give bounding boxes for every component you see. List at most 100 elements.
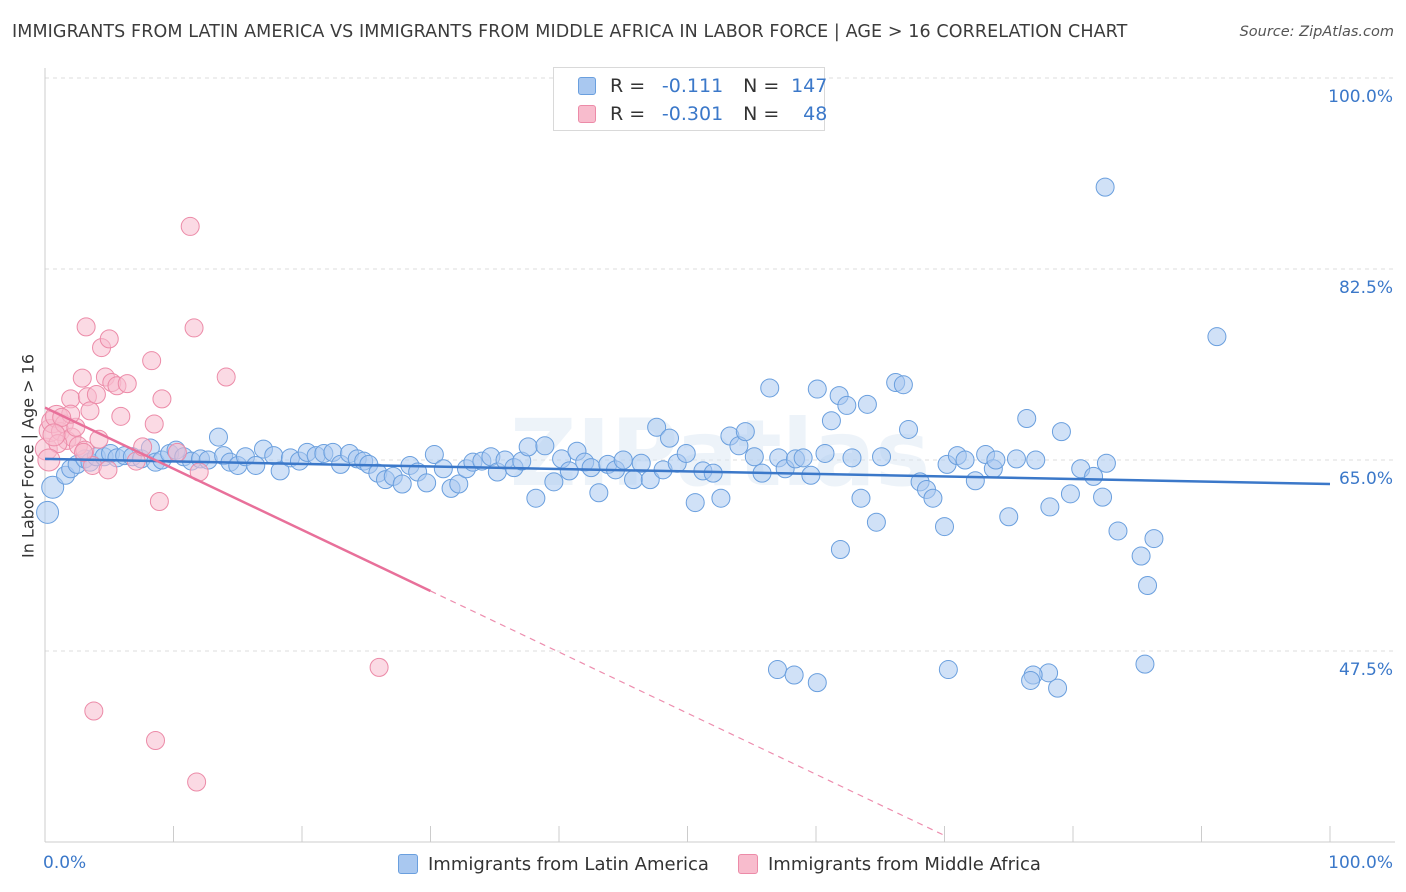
n-value: 147	[791, 75, 828, 97]
r-label: R =	[610, 75, 646, 97]
legend-label: Immigrants from Latin America	[428, 853, 709, 875]
data-point-latin-america	[986, 450, 1006, 470]
data-point-middle-africa	[99, 329, 119, 349]
data-point-latin-america	[801, 465, 821, 485]
data-point-latin-america	[1006, 449, 1026, 469]
data-point-latin-america	[767, 660, 787, 680]
trendline-middle-africa-extension	[430, 590, 945, 836]
data-point-latin-america	[1060, 484, 1080, 504]
data-point-middle-africa	[72, 368, 92, 388]
data-point-latin-america	[1093, 487, 1113, 507]
data-point-latin-america	[711, 488, 731, 508]
y-tick-label-65: 65.0%	[1338, 469, 1393, 489]
data-point-latin-america	[544, 472, 564, 492]
data-point-latin-america	[872, 447, 892, 467]
blue-legend-swatch	[398, 854, 418, 874]
n-value: 48	[803, 103, 828, 125]
data-point-latin-america	[433, 459, 453, 479]
data-point-latin-america	[417, 473, 437, 493]
data-point-latin-america	[518, 437, 538, 457]
data-point-latin-america	[685, 493, 705, 513]
y-tick-label-47-5: 47.5%	[1338, 660, 1393, 680]
data-point-latin-america	[613, 450, 633, 470]
data-point-middle-africa	[74, 442, 94, 462]
data-point-latin-america	[807, 673, 827, 693]
data-point-latin-america	[581, 458, 601, 478]
data-point-latin-america	[449, 474, 469, 494]
data-point-middle-africa	[42, 423, 66, 447]
data-point-middle-africa	[167, 442, 187, 462]
data-point-latin-america	[830, 539, 850, 559]
data-point-latin-america	[424, 445, 444, 465]
data-point-middle-africa	[146, 730, 166, 750]
data-point-latin-america	[392, 474, 412, 494]
legend-item-latin-america: Immigrants from Latin America	[398, 852, 709, 876]
data-point-latin-america	[935, 517, 954, 537]
data-point-latin-america	[631, 453, 651, 473]
data-point-middle-africa	[84, 701, 104, 721]
data-point-latin-america	[589, 483, 609, 503]
data-point-latin-america	[938, 660, 958, 680]
data-point-latin-america	[1135, 654, 1155, 674]
data-point-middle-africa	[98, 460, 118, 480]
data-point-middle-africa	[152, 389, 172, 409]
data-point-latin-america	[999, 507, 1019, 527]
stats-legend: R = -0.111 N = 147 R = -0.301 N = 48	[553, 67, 828, 131]
data-point-latin-america	[676, 443, 696, 463]
data-point-latin-america	[526, 488, 546, 508]
legend-item-middle-africa: Immigrants from Middle Africa	[738, 852, 1041, 876]
data-point-latin-america	[815, 443, 835, 463]
data-point-middle-africa	[144, 414, 164, 434]
data-point-middle-africa	[80, 401, 100, 421]
data-point-latin-america	[1095, 177, 1115, 197]
data-point-latin-america	[660, 428, 680, 448]
data-point-latin-america	[1048, 678, 1068, 698]
n-label: N =	[743, 103, 780, 125]
data-point-middle-africa	[369, 657, 389, 677]
data-point-latin-america	[559, 461, 579, 481]
data-point-latin-america	[535, 436, 555, 456]
data-point-latin-america	[857, 394, 877, 414]
data-point-middle-africa	[187, 772, 207, 792]
x-tick-label-100: 100.0%	[1328, 853, 1393, 873]
blue-swatch	[578, 77, 596, 95]
trendline-latin-america	[44, 457, 1331, 486]
data-point-latin-america	[837, 395, 857, 415]
data-point-latin-america	[270, 461, 290, 481]
data-point-latin-america	[36, 500, 60, 524]
data-point-latin-america	[624, 470, 644, 490]
data-point-latin-america	[1084, 466, 1104, 486]
data-point-latin-america	[246, 455, 266, 475]
data-point-latin-america	[1051, 422, 1071, 442]
data-point-latin-america	[821, 411, 841, 431]
data-point-middle-africa	[180, 216, 200, 236]
pink-swatch	[578, 105, 596, 123]
chart-title: IMMIGRANTS FROM LATIN AMERICA VS IMMIGRA…	[12, 22, 1128, 42]
data-point-latin-america	[866, 512, 886, 532]
data-point-latin-america	[208, 427, 228, 447]
data-point-latin-america	[1021, 670, 1041, 690]
data-point-middle-africa	[142, 351, 162, 371]
y-tick-label-82-5: 82.5%	[1338, 278, 1393, 298]
data-point-latin-america	[1040, 497, 1060, 517]
data-point-latin-america	[41, 475, 65, 499]
source-credit: Source: ZipAtlas.com	[1239, 24, 1394, 40]
data-point-latin-america	[807, 379, 827, 399]
pink-legend-swatch	[738, 854, 758, 874]
data-point-latin-america	[1144, 529, 1164, 549]
r-label: R =	[610, 103, 646, 125]
data-point-latin-america	[760, 378, 780, 398]
stats-row-latin-america: R = -0.111 N = 147	[578, 74, 827, 98]
data-point-latin-america	[1026, 450, 1046, 470]
data-point-latin-america	[955, 450, 975, 470]
data-point-latin-america	[744, 447, 764, 467]
data-point-middle-africa	[184, 318, 204, 338]
y-tick-label-100: 100.0%	[1328, 87, 1393, 107]
y-axis-label: In Labor Force | Age > 16	[18, 353, 38, 559]
data-point-latin-america	[735, 422, 755, 442]
data-point-middle-africa	[86, 385, 106, 405]
data-point-middle-africa	[111, 406, 131, 426]
data-point-latin-america	[842, 448, 862, 468]
data-point-latin-america	[965, 471, 985, 491]
